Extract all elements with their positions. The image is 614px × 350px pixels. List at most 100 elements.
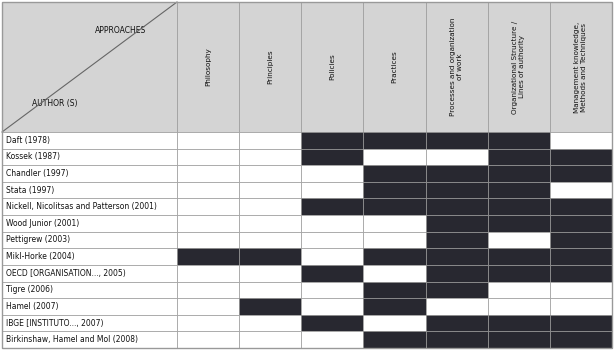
Bar — [177, 198, 239, 215]
Bar — [239, 198, 301, 215]
Bar — [550, 215, 612, 232]
Bar — [239, 132, 301, 149]
Bar — [363, 165, 426, 182]
Bar — [239, 315, 301, 331]
Bar — [2, 331, 177, 348]
Text: APPROACHES: APPROACHES — [95, 26, 147, 35]
Bar — [488, 315, 550, 331]
Bar — [239, 281, 301, 298]
Bar — [2, 281, 177, 298]
Bar — [550, 132, 612, 149]
Bar — [301, 149, 363, 165]
Bar — [550, 281, 612, 298]
Bar — [177, 248, 239, 265]
Bar — [488, 149, 550, 165]
Bar — [177, 331, 239, 348]
Bar — [177, 132, 239, 149]
Bar — [239, 2, 301, 132]
Bar — [488, 215, 550, 232]
Bar — [177, 281, 239, 298]
Bar — [301, 298, 363, 315]
Text: Management knowledge,
Methods and Techniques: Management knowledge, Methods and Techni… — [575, 21, 588, 113]
Bar — [550, 315, 612, 331]
Bar — [363, 149, 426, 165]
Bar — [2, 198, 177, 215]
Bar — [239, 165, 301, 182]
Bar — [363, 2, 426, 132]
Bar — [177, 315, 239, 331]
Bar — [488, 182, 550, 198]
Text: Stata (1997): Stata (1997) — [6, 186, 54, 195]
Bar — [550, 232, 612, 248]
Bar — [426, 182, 488, 198]
Bar — [2, 149, 177, 165]
Bar — [301, 248, 363, 265]
Text: Chandler (1997): Chandler (1997) — [6, 169, 69, 178]
Bar — [239, 182, 301, 198]
Bar — [426, 165, 488, 182]
Bar — [363, 232, 426, 248]
Text: IBGE [INSTITUTO..., 2007): IBGE [INSTITUTO..., 2007) — [6, 318, 104, 328]
Text: OECD [ORGANISATION..., 2005): OECD [ORGANISATION..., 2005) — [6, 269, 126, 278]
Bar — [488, 248, 550, 265]
Bar — [177, 2, 239, 132]
Bar — [550, 248, 612, 265]
Bar — [426, 315, 488, 331]
Text: Wood Junior (2001): Wood Junior (2001) — [6, 219, 79, 228]
Bar — [177, 149, 239, 165]
Text: AUTHOR (S): AUTHOR (S) — [32, 99, 77, 108]
Text: Philosophy: Philosophy — [205, 48, 211, 86]
Bar — [2, 248, 177, 265]
Bar — [239, 331, 301, 348]
Bar — [301, 198, 363, 215]
Bar — [426, 132, 488, 149]
Bar — [550, 198, 612, 215]
Text: Kossek (1987): Kossek (1987) — [6, 152, 60, 161]
Bar — [301, 132, 363, 149]
Bar — [488, 232, 550, 248]
Bar — [2, 165, 177, 182]
Bar — [488, 198, 550, 215]
Bar — [239, 298, 301, 315]
Bar — [301, 182, 363, 198]
Bar — [488, 298, 550, 315]
Bar — [426, 248, 488, 265]
Bar — [363, 215, 426, 232]
Text: Nickell, Nicolitsas and Patterson (2001): Nickell, Nicolitsas and Patterson (2001) — [6, 202, 157, 211]
Bar — [239, 248, 301, 265]
Bar — [177, 265, 239, 281]
Text: Practices: Practices — [392, 51, 397, 83]
Bar — [363, 315, 426, 331]
Bar — [2, 265, 177, 281]
Bar — [550, 265, 612, 281]
Text: Pettigrew (2003): Pettigrew (2003) — [6, 236, 70, 245]
Bar — [301, 265, 363, 281]
Bar — [550, 149, 612, 165]
Bar — [426, 232, 488, 248]
Bar — [363, 281, 426, 298]
Bar — [301, 281, 363, 298]
Bar — [2, 182, 177, 198]
Bar — [301, 331, 363, 348]
Bar — [177, 215, 239, 232]
Bar — [301, 232, 363, 248]
Bar — [550, 165, 612, 182]
Bar — [550, 2, 612, 132]
Bar — [488, 331, 550, 348]
Bar — [2, 298, 177, 315]
Text: Mikl-Horke (2004): Mikl-Horke (2004) — [6, 252, 75, 261]
Bar — [239, 215, 301, 232]
Bar — [301, 2, 363, 132]
Bar — [2, 132, 177, 149]
Text: Hamel (2007): Hamel (2007) — [6, 302, 58, 311]
Text: Processes and organization
of work: Processes and organization of work — [450, 18, 463, 116]
Bar — [301, 165, 363, 182]
Bar — [426, 331, 488, 348]
Bar — [239, 232, 301, 248]
Bar — [488, 2, 550, 132]
Bar — [301, 215, 363, 232]
Bar — [426, 298, 488, 315]
Bar — [363, 298, 426, 315]
Bar — [488, 132, 550, 149]
Bar — [550, 182, 612, 198]
